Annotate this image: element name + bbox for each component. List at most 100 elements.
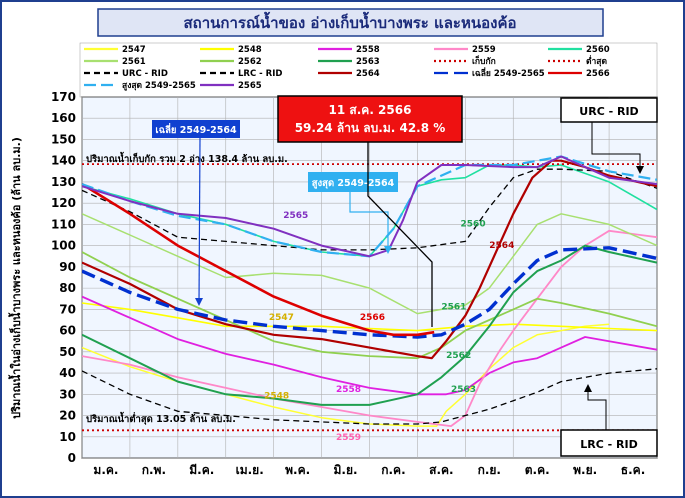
series-line-13 xyxy=(82,246,657,339)
y-tick-label: 0 xyxy=(68,451,76,465)
legend-box xyxy=(79,42,658,98)
y-tick-label: 50 xyxy=(59,345,76,359)
current-volume: 59.24 ล้าน ลบ.ม. 42.8 % xyxy=(295,121,446,135)
y-axis-label: ปริมาณน้ำในอ่างเก็บน้ำบางพระ และหนองค้อ … xyxy=(8,137,23,419)
y-tick-label: 60 xyxy=(59,324,76,338)
y-ticks: 0 10 20 30 40 50 60 70 80 90 100 110 120 130 140 150 160… xyxy=(51,90,76,465)
legend-label: 2548 xyxy=(238,45,262,55)
x-tick-label: ก.พ. xyxy=(142,463,166,477)
title-box xyxy=(97,8,604,37)
lrc-box-text: LRC - RID xyxy=(580,438,637,451)
lrc-callout-line xyxy=(587,388,607,430)
chart-title: สถานการณ์น้ำของ อ่างเก็บน้ำบางพระ และหนอ… xyxy=(184,11,517,32)
series-line-15 xyxy=(82,155,657,258)
series-label: 2547 xyxy=(269,313,294,323)
y-tick-label: 130 xyxy=(51,175,76,189)
series-line-10 xyxy=(82,168,657,251)
series-line-6 xyxy=(82,251,657,360)
y-tick-label: 70 xyxy=(59,302,76,316)
y-tick-label: 30 xyxy=(59,387,76,401)
legend-label: 2563 xyxy=(356,57,380,67)
legend-label: เก็บกัก xyxy=(472,54,496,67)
max-arrow-head xyxy=(384,246,392,254)
legend-label: 2564 xyxy=(356,69,380,79)
minimum-annotation: ปริมาณน้ำต่ำสุด 13.05 ล้าน ลบ.ม. xyxy=(86,411,236,425)
x-tick-label: ส.ค. xyxy=(429,463,453,477)
y-tick-label: 170 xyxy=(51,90,76,104)
y-tick-label: 90 xyxy=(59,260,76,274)
lrc-box xyxy=(560,429,658,457)
max-callout-arrow xyxy=(349,192,389,250)
x-ticks: ม.ค. ก.พ. มี.ค. เม.ย. พ.ค. มิ.ย. ก.ค. ส.ค. ก.ย. ต… xyxy=(93,463,645,477)
series-label: 2558 xyxy=(336,385,361,395)
urc-box-text: URC - RID xyxy=(579,105,638,118)
legend-label: สูงสุด 2549-2565 xyxy=(122,81,196,91)
y-tick-label: 120 xyxy=(51,196,76,210)
legend-label: 2561 xyxy=(122,57,146,67)
y-tick-label: 140 xyxy=(51,154,76,168)
series-lines xyxy=(82,155,657,432)
x-tick-label: ก.ย. xyxy=(478,463,501,477)
legend-label: 2547 xyxy=(122,45,146,55)
series-line-1 xyxy=(82,302,657,332)
y-tick-label: 40 xyxy=(59,366,76,380)
current-callout-line xyxy=(367,142,433,327)
urc-arrow-head xyxy=(636,166,644,174)
x-tick-label: มิ.ย. xyxy=(334,463,358,477)
series-label: 2564 xyxy=(489,241,514,251)
max-callout-text: สูงสุด 2549-2564 xyxy=(312,178,395,190)
legend-label: URC - RID xyxy=(122,69,168,79)
y-tick-label: 150 xyxy=(51,132,76,146)
series-line-16 xyxy=(82,155,657,258)
x-tick-label: เม.ย. xyxy=(236,463,264,477)
series-line-2 xyxy=(82,295,657,396)
series-label: 2562 xyxy=(446,351,471,361)
current-value-box xyxy=(277,95,463,143)
series-label: 2548 xyxy=(264,392,289,402)
legend-label: 2560 xyxy=(586,45,610,55)
x-tick-label: ต.ค. xyxy=(525,463,550,477)
series-label: 2559 xyxy=(336,433,361,443)
y-tick-label: 110 xyxy=(51,217,76,231)
legend: 2547 2548 2558 2559 2560 2561 2562 2563 เก็บกัก ต… xyxy=(84,45,610,91)
current-date: 11 ส.ค. 2566 xyxy=(329,103,412,117)
urc-callout-line xyxy=(591,122,641,170)
x-tick-label: พ.ย. xyxy=(573,463,597,477)
legend-label: 2558 xyxy=(356,45,380,55)
max-callout-box xyxy=(308,172,398,192)
y-tick-label: 20 xyxy=(59,409,76,423)
series-line-3 xyxy=(82,229,657,428)
series-labels: 2565 2560 2564 2561 2547 2566 2562 2558 2563 2548… xyxy=(264,211,514,443)
legend-label: 2562 xyxy=(238,57,262,67)
x-tick-label: มี.ค. xyxy=(189,463,214,477)
series-label: 2566 xyxy=(360,313,385,323)
series-label: 2563 xyxy=(451,385,476,395)
series-line-7 xyxy=(82,244,657,406)
x-tick-label: ธ.ค. xyxy=(621,463,645,477)
legend-label: 2565 xyxy=(238,81,262,91)
avg-callout-box xyxy=(152,120,240,138)
series-line-11 xyxy=(82,368,657,425)
capacity-annotation: ปริมาณน้ำเก็บกัก รวม 2 อ่าง 138.4 ล้าน ล… xyxy=(86,151,288,165)
y-tick-label: 100 xyxy=(51,239,76,253)
grid xyxy=(81,96,658,459)
lrc-arrow-head xyxy=(584,384,592,392)
series-line-14 xyxy=(82,182,435,337)
legend-label: LRC - RID xyxy=(238,69,282,79)
y-tick-label: 80 xyxy=(59,281,76,295)
y-tick-label: 10 xyxy=(59,430,76,444)
avg-arrow-head xyxy=(195,298,203,306)
series-line-5 xyxy=(82,213,657,315)
legend-label: 2559 xyxy=(472,45,496,55)
series-label: 2565 xyxy=(283,211,308,221)
x-tick-label: ก.ค. xyxy=(381,463,405,477)
series-label: 2560 xyxy=(461,220,486,230)
y-tick-label: 160 xyxy=(51,111,76,125)
legend-label: ต่ำสุด xyxy=(586,54,607,67)
urc-box xyxy=(560,97,658,123)
legend-label: เฉลี่ย 2549-2565 xyxy=(472,66,545,79)
avg-callout-text: เฉลี่ย 2549-2564 xyxy=(155,122,237,136)
x-tick-label: พ.ค. xyxy=(285,463,310,477)
x-tick-label: ม.ค. xyxy=(93,463,118,477)
